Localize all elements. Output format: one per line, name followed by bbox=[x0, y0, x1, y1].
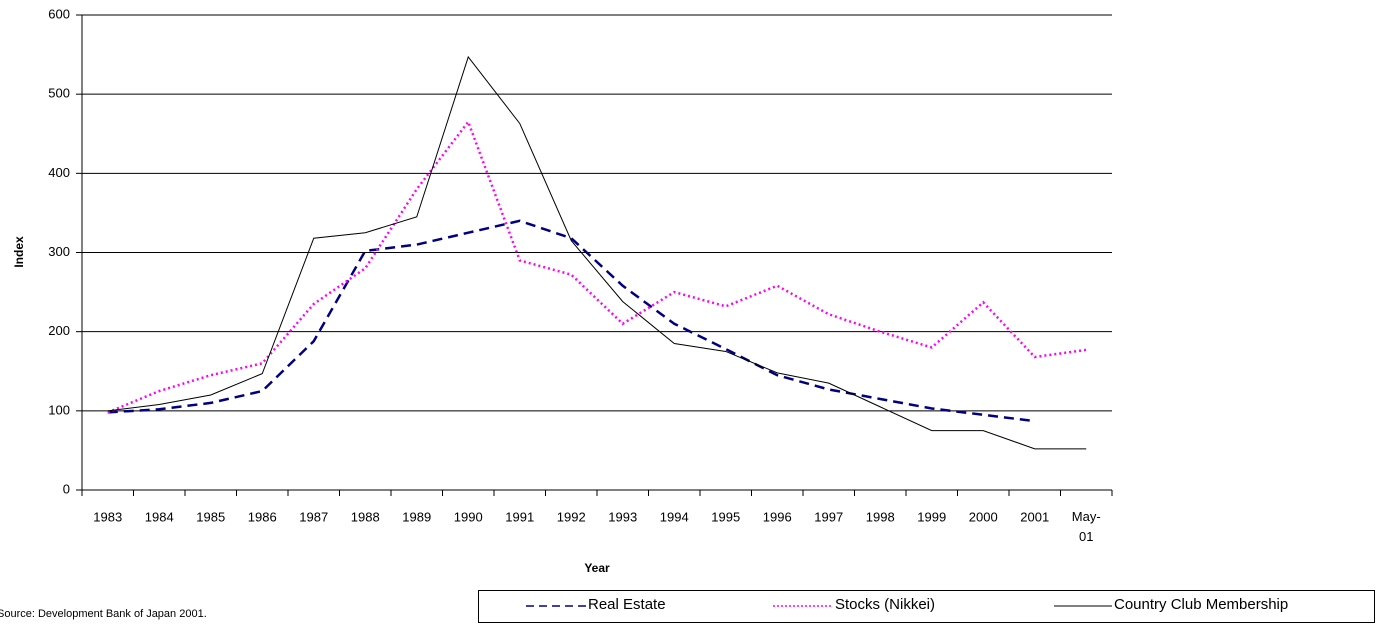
source-note: Source: Development Bank of Japan 2001. bbox=[0, 608, 207, 620]
y-tick-label: 100 bbox=[48, 402, 70, 417]
x-tick-label: 1984 bbox=[145, 509, 174, 524]
x-tick-label: 1995 bbox=[711, 509, 740, 524]
x-tick-label: 1994 bbox=[660, 509, 689, 524]
x-tick-label: 1996 bbox=[763, 509, 792, 524]
x-tick-label: 2000 bbox=[969, 509, 998, 524]
x-tick-label: 2001 bbox=[1020, 509, 1049, 524]
y-tick-label: 600 bbox=[48, 6, 70, 21]
y-tick-label: 200 bbox=[48, 323, 70, 338]
legend: Real Estate Stocks (Nikkei) Country Club M… bbox=[526, 596, 1288, 613]
x-axis-title: Year bbox=[584, 561, 610, 575]
series-line bbox=[107, 119, 1087, 414]
x-tick-label: 1993 bbox=[608, 509, 637, 524]
x-tick-label: 1989 bbox=[402, 509, 431, 524]
x-tick-label: 1990 bbox=[454, 509, 483, 524]
y-tick-label: 300 bbox=[48, 244, 70, 259]
x-tick-label: 1997 bbox=[814, 509, 843, 524]
x-tick-label: 1985 bbox=[196, 509, 225, 524]
x-tick-label: 1987 bbox=[299, 509, 328, 524]
legend-box bbox=[478, 590, 1375, 623]
series-line bbox=[107, 219, 1035, 423]
x-tick-label: 1999 bbox=[917, 509, 946, 524]
x-tick-label: May-01 bbox=[1072, 509, 1101, 544]
series-line bbox=[107, 55, 1087, 450]
y-tick-label: 500 bbox=[48, 86, 70, 101]
legend-label: Real Estate bbox=[588, 596, 666, 613]
x-tick-label: 1986 bbox=[248, 509, 277, 524]
x-tick-label: 1991 bbox=[505, 509, 534, 524]
y-axis-title: Index bbox=[12, 236, 26, 268]
x-tick-label: 1992 bbox=[557, 509, 586, 524]
y-tick-label: 400 bbox=[48, 165, 70, 180]
legend-label: Country Club Membership bbox=[1114, 596, 1288, 613]
x-tick-label: 1988 bbox=[351, 509, 380, 524]
x-tick-label: 1983 bbox=[93, 509, 122, 524]
y-tick-label: 0 bbox=[63, 481, 70, 496]
x-tick-label: 1998 bbox=[866, 509, 895, 524]
legend-label: Stocks (Nikkei) bbox=[835, 596, 935, 613]
